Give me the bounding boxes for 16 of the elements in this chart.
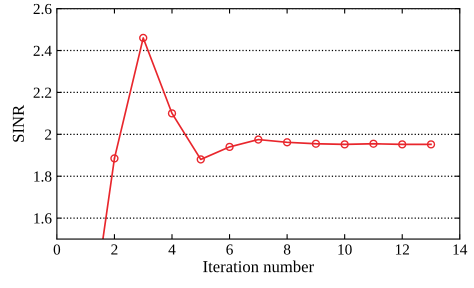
y-tick-label: 2.6 bbox=[34, 4, 52, 14]
y-axis-title: SINR bbox=[12, 104, 24, 142]
y-tick-label: 1.6 bbox=[34, 213, 52, 224]
x-tick-label: 4 bbox=[168, 244, 176, 254]
y-tick-label: 2.2 bbox=[34, 88, 52, 98]
x-tick-label: 8 bbox=[284, 244, 290, 255]
x-axis-title: Iteration number bbox=[203, 260, 314, 272]
y-tick-label: 2 bbox=[45, 129, 52, 140]
x-tick-label: 12 bbox=[396, 244, 410, 254]
x-tick-label: 6 bbox=[226, 244, 233, 255]
x-tick-label: 10 bbox=[338, 244, 352, 255]
y-tick-label: 2.4 bbox=[34, 46, 52, 56]
x-tick-label: 0 bbox=[54, 244, 60, 255]
y-tick-label: 1.8 bbox=[34, 171, 52, 182]
x-tick-label: 2 bbox=[111, 244, 118, 254]
x-tick-label: 14 bbox=[453, 244, 468, 254]
